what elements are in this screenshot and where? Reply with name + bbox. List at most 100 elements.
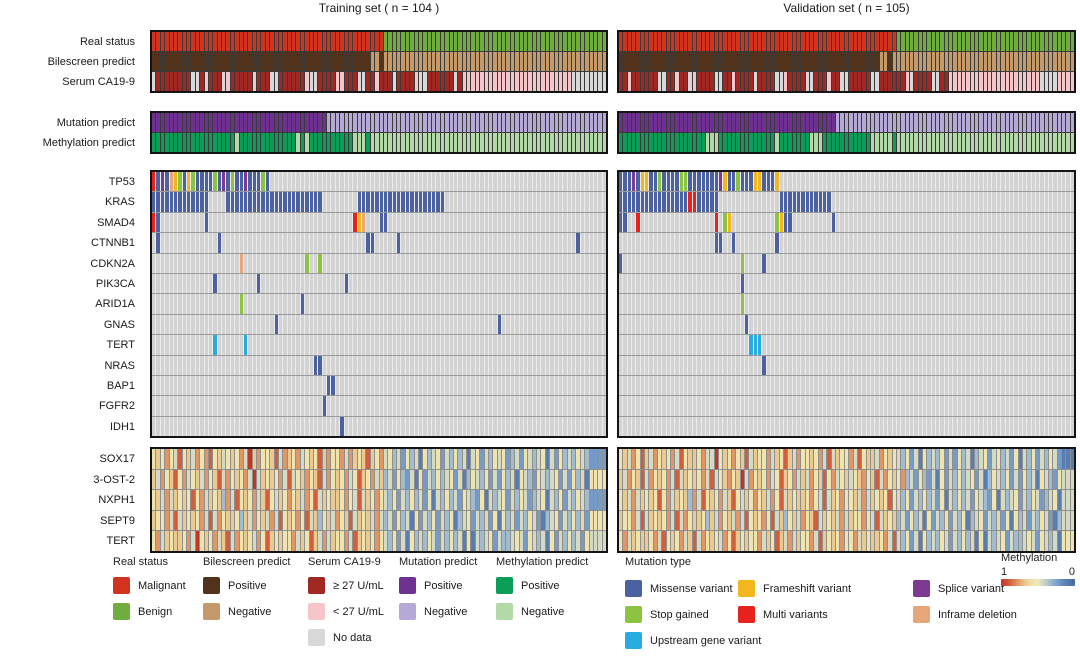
heatmap-cell [949, 490, 953, 510]
heatmap-cell [688, 531, 692, 551]
heatmap-cell [305, 133, 309, 152]
heatmap-cell [230, 469, 235, 490]
heatmap-cell [931, 233, 936, 253]
heatmap-cell [257, 375, 261, 396]
heatmap-cell [1035, 335, 1040, 355]
heatmap-cell [896, 510, 901, 531]
heatmap-cell [353, 52, 357, 71]
heatmap-cell [931, 72, 936, 91]
heatmap-cell [784, 449, 788, 469]
heatmap-cell [1014, 510, 1018, 531]
heatmap-cell [545, 335, 550, 355]
heatmap-cell [749, 375, 753, 396]
heatmap-cell [401, 192, 405, 212]
heatmap-cell [627, 396, 632, 416]
heatmap-cell [619, 314, 623, 335]
heatmap-cell [226, 375, 230, 396]
heatmap-cell [775, 113, 779, 132]
heatmap-cell [810, 335, 814, 355]
heatmap-cell [475, 469, 480, 490]
heatmap-cell [892, 396, 896, 416]
heatmap-cell [992, 72, 996, 91]
heatmap-cell [427, 531, 431, 551]
heatmap-cell [1066, 449, 1070, 469]
heatmap-cell [1057, 396, 1061, 416]
heatmap-cell [484, 531, 488, 551]
heatmap-cell [779, 113, 784, 132]
heatmap-cell [261, 212, 265, 233]
heatmap-cell [875, 72, 879, 91]
heatmap-cell [563, 172, 567, 192]
heatmap-cell [563, 469, 567, 490]
heatmap-cell [270, 253, 274, 273]
heatmap-cell [327, 212, 331, 233]
heatmap-cell [257, 172, 261, 192]
heatmap-cell [1035, 72, 1040, 91]
heatmap-cell [792, 355, 797, 375]
heatmap-cell [844, 192, 849, 212]
heatmap-cell [953, 72, 957, 91]
heatmap-cell [467, 253, 471, 273]
heatmap-cell [510, 294, 515, 314]
training-row-idh1 [152, 416, 606, 437]
heatmap-cell [814, 416, 818, 437]
heatmap-cell [731, 449, 736, 469]
heatmap-cell [440, 32, 445, 51]
heatmap-cell [996, 335, 1001, 355]
heatmap-cell [375, 531, 379, 551]
legend-swatch [496, 603, 513, 620]
heatmap-cell [510, 314, 515, 335]
heatmap-cell [640, 133, 645, 152]
heatmap-cell [475, 449, 480, 469]
heatmap-cell [896, 335, 901, 355]
heatmap-cell [949, 469, 953, 490]
heatmap-cell [173, 233, 178, 253]
heatmap-cell [1027, 72, 1031, 91]
heatmap-cell [775, 314, 779, 335]
heatmap-cell [645, 449, 649, 469]
heatmap-cell [327, 396, 331, 416]
heatmap-cell [173, 335, 178, 355]
heatmap-cell [658, 396, 662, 416]
heatmap-cell [243, 396, 248, 416]
heatmap-cell [692, 253, 697, 273]
heatmap-cell [327, 490, 331, 510]
heatmap-cell [309, 510, 313, 531]
heatmap-cell [169, 531, 173, 551]
heatmap-cell [318, 355, 322, 375]
heatmap-cell [287, 416, 291, 437]
heatmap-cell [640, 314, 645, 335]
heatmap-cell [357, 212, 361, 233]
heatmap-cell [727, 490, 731, 510]
heatmap-cell [927, 32, 931, 51]
heatmap-cell [918, 355, 922, 375]
heatmap-cell [779, 192, 784, 212]
heatmap-cell [627, 52, 632, 71]
heatmap-cell [731, 335, 736, 355]
heatmap-cell [213, 72, 217, 91]
heatmap-cell [632, 52, 636, 71]
heatmap-cell [1040, 212, 1044, 233]
heatmap-cell [217, 253, 221, 273]
validation-predict-panel [617, 111, 1076, 154]
heatmap-cell [427, 510, 431, 531]
heatmap-cell [169, 490, 173, 510]
heatmap-cell [770, 52, 775, 71]
heatmap-cell [949, 72, 953, 91]
heatmap-cell [208, 375, 213, 396]
heatmap-cell [757, 335, 762, 355]
heatmap-cell [1009, 233, 1014, 253]
heatmap-cell [165, 32, 169, 51]
heatmap-cell [1031, 531, 1035, 551]
heatmap-cell [322, 396, 326, 416]
heatmap-cell [905, 32, 909, 51]
heatmap-cell [484, 72, 488, 91]
heatmap-cell [327, 253, 331, 273]
heatmap-cell [723, 469, 727, 490]
heatmap-cell [449, 212, 453, 233]
heatmap-cell [1014, 253, 1018, 273]
heatmap-cell [901, 449, 905, 469]
row-label: IDH1 [109, 420, 135, 433]
heatmap-cell [156, 294, 160, 314]
heatmap-cell [585, 192, 589, 212]
